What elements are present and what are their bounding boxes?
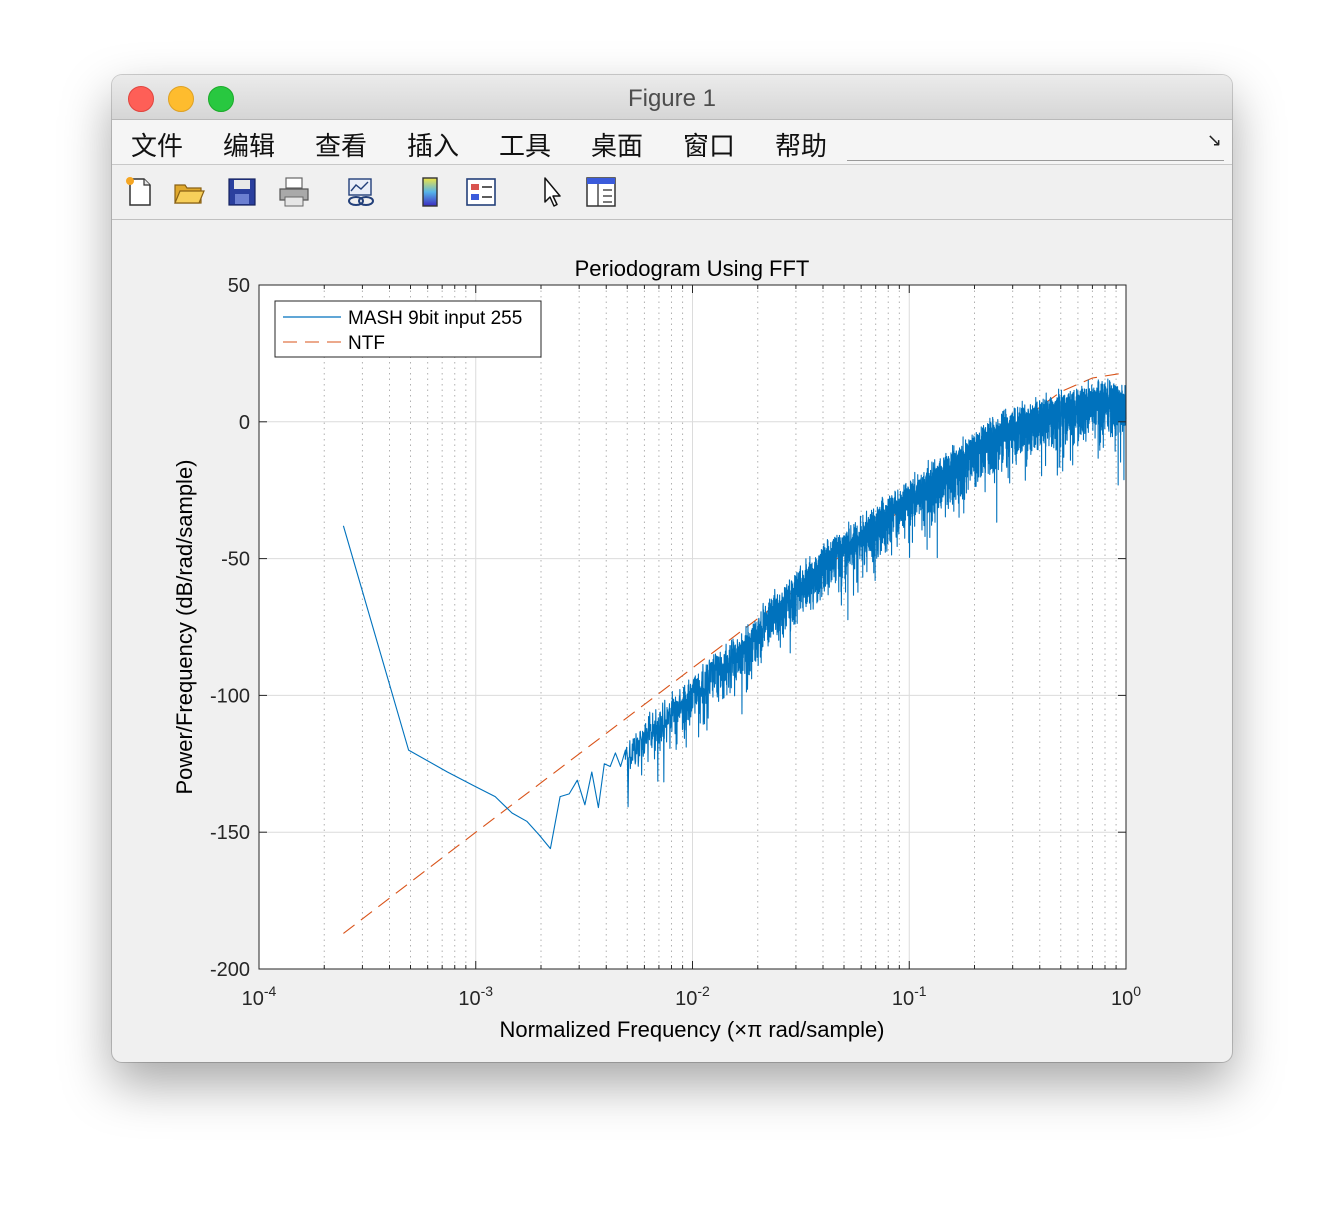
menu-insert[interactable]: 插入 — [407, 132, 460, 162]
minimize-window-button[interactable] — [168, 86, 194, 112]
plot-lines — [342, 372, 1127, 934]
y-tick-label: -150 — [210, 822, 250, 844]
menu-tools[interactable]: 工具 — [499, 132, 552, 162]
x-tick-label: 10-1 — [892, 983, 927, 1010]
x-tick-label: 10-4 — [242, 983, 277, 1010]
legend-icon[interactable] — [464, 175, 498, 209]
toolbar — [112, 165, 1232, 220]
legend-box — [274, 300, 542, 358]
legend-label-series2: NTF — [348, 333, 385, 354]
close-window-button[interactable] — [128, 86, 154, 112]
menu-edit[interactable]: 编辑 — [223, 132, 276, 162]
y-tick-label: 50 — [228, 275, 250, 297]
menu-desktop[interactable]: 桌面 — [591, 132, 644, 162]
title-bar[interactable]: Figure 1 — [112, 75, 1232, 120]
menu-help[interactable]: 帮助 — [775, 132, 828, 162]
y-tick-label: -50 — [221, 549, 250, 571]
x-tick-label: 10-3 — [458, 983, 493, 1010]
print-icon[interactable] — [277, 175, 311, 209]
menu-view[interactable]: 查看 — [315, 132, 368, 162]
save-icon[interactable] — [225, 175, 259, 209]
chart-title: Periodogram Using FFT — [575, 256, 810, 281]
x-axis-label: Normalized Frequency (×π rad/sample) — [499, 1017, 884, 1042]
legend[interactable]: MASH 9bit input 255 NTF — [274, 300, 542, 358]
menu-file[interactable]: 文件 — [131, 132, 184, 162]
x-tick-label: 100 — [1111, 983, 1141, 1010]
property-inspector-icon[interactable] — [584, 175, 618, 209]
menu-bar: 文件 编辑 查看 插入 工具 桌面 窗口 帮助 ↘ — [112, 120, 1232, 165]
y-tick-label: -100 — [210, 685, 250, 707]
edit-plot-icon[interactable] — [535, 175, 569, 209]
figure-canvas: 50 0 -50 -100 -150 -200 10-4 10-3 10-2 10-1 100 Pe… — [112, 220, 1232, 1062]
window-title: Figure 1 — [627, 85, 717, 112]
menu-window[interactable]: 窗口 — [683, 132, 736, 162]
mash-line — [342, 378, 1127, 850]
colorbar-icon[interactable] — [413, 175, 447, 209]
new-figure-icon[interactable] — [122, 175, 156, 209]
y-axis-label: Power/Frequency (dB/rad/sample) — [172, 459, 197, 794]
menu-divider — [847, 160, 1224, 161]
y-tick-label: 0 — [239, 412, 250, 434]
dock-arrow-icon[interactable]: ↘ — [1206, 130, 1222, 150]
open-file-icon[interactable] — [172, 175, 206, 209]
legend-label-series1: MASH 9bit input 255 — [348, 308, 522, 329]
figure-window: Figure 1 文件 编辑 查看 插入 工具 桌面 窗口 帮助 ↘ — [112, 75, 1232, 1062]
maximize-window-button[interactable] — [208, 86, 234, 112]
x-tick-label: 10-2 — [675, 983, 710, 1010]
link-plot-icon[interactable] — [344, 175, 378, 209]
y-tick-label: -200 — [210, 959, 250, 981]
